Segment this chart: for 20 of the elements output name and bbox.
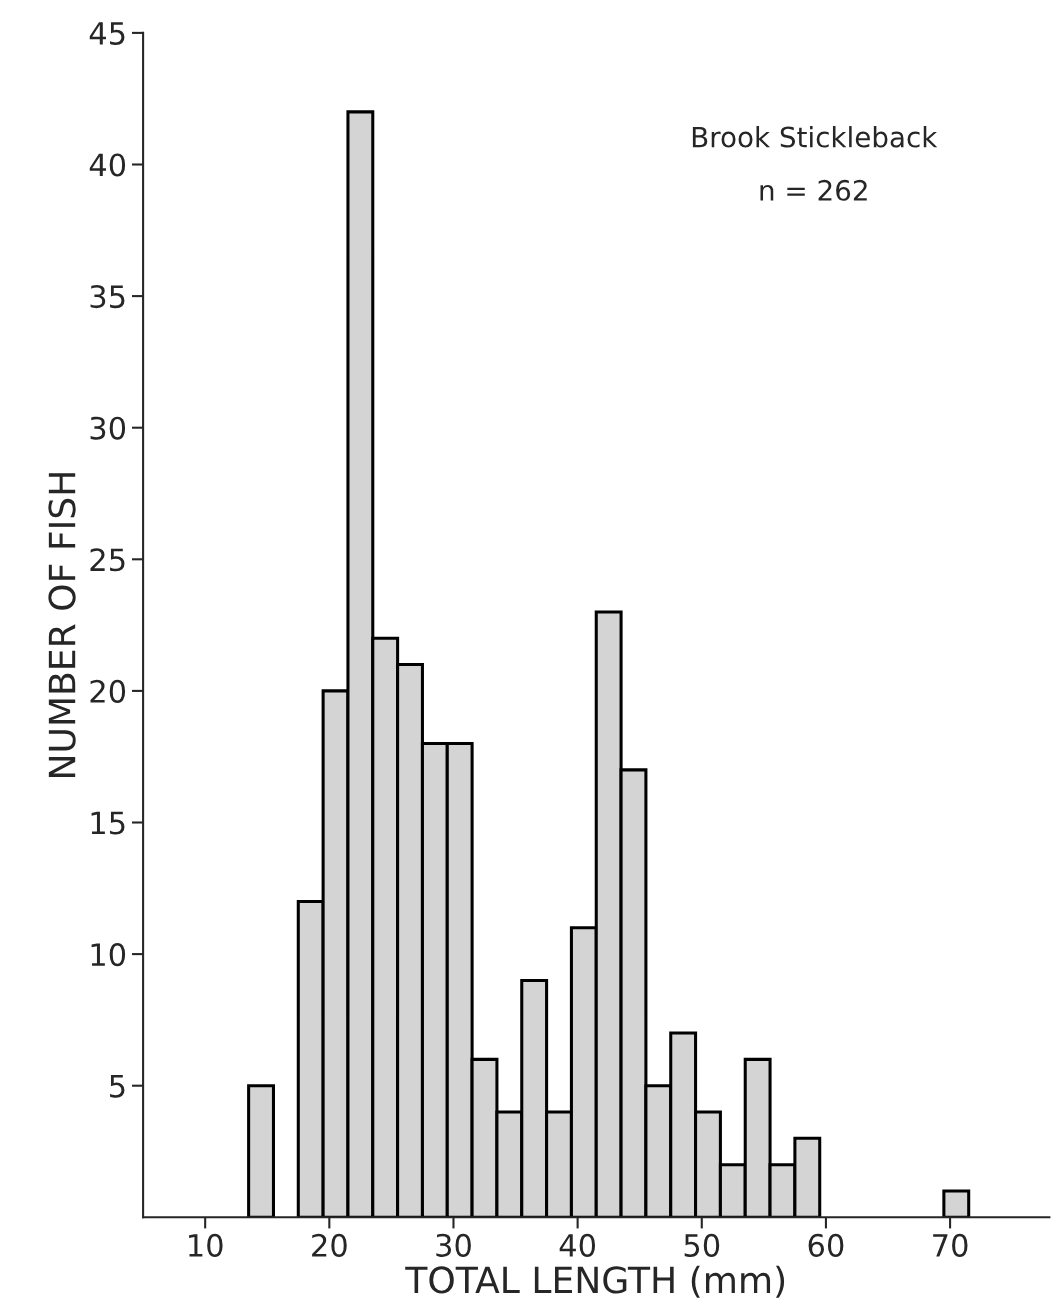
x-tick-label: 50 [684,1233,720,1257]
x-tick-label: 20 [312,1233,347,1257]
x-tick-label: 60 [808,1233,844,1257]
y-tick-label: 5 [110,1075,125,1098]
y-tick-label: 45 [89,22,125,45]
y-tick-label: 15 [91,811,125,835]
y-tick-label: 30 [90,416,126,440]
x-tick-label: 40 [559,1233,596,1257]
y-tick-label: 25 [90,548,125,572]
x-axis-title: TOTAL LENGTH (mm) [405,1265,785,1298]
y-tick-label: 40 [89,153,126,177]
y-tick-label: 20 [90,679,126,703]
y-tick-label: 10 [91,943,126,967]
y-axis-title: NUMBER OF FISH [48,473,76,778]
x-tick-label: 10 [189,1233,223,1257]
y-tick-label: 35 [90,285,125,309]
annotation: n = 262 [760,179,867,201]
x-tick-label: 30 [436,1233,471,1257]
x-tick-label: 70 [933,1233,968,1257]
annotation: Brook Stickleback [692,126,938,148]
